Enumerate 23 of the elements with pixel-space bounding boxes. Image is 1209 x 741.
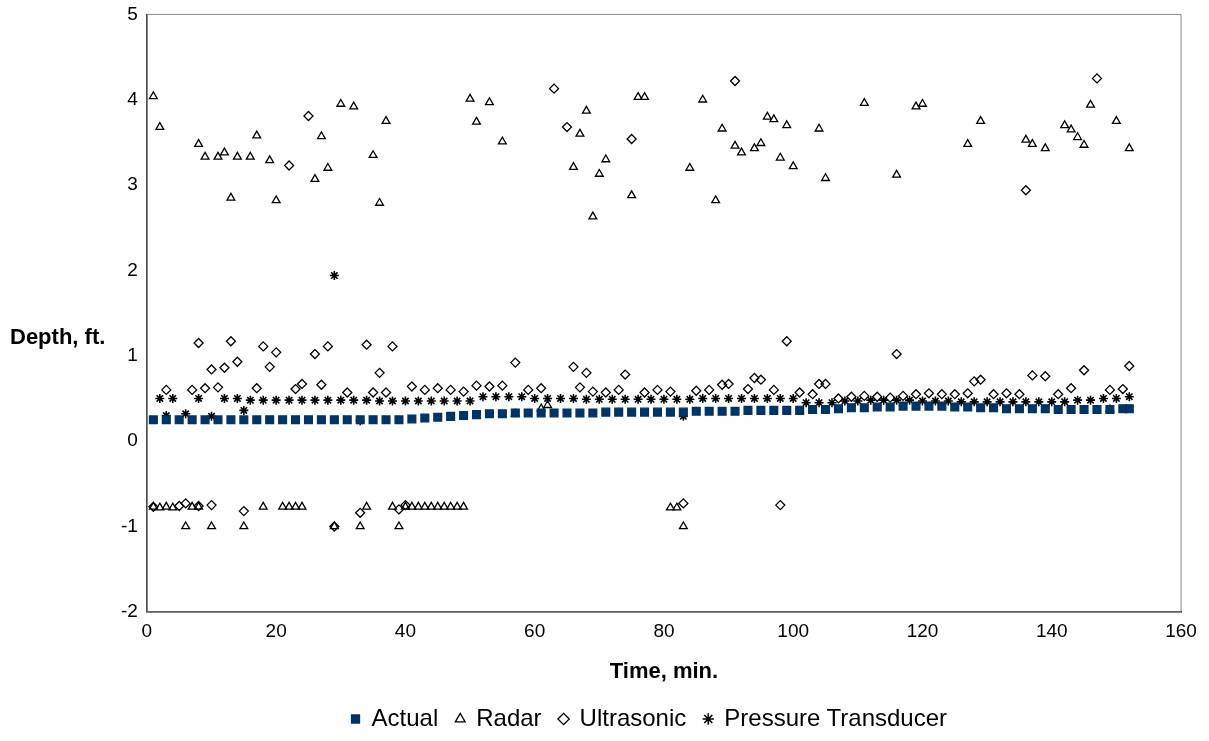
y-tick-label: 5 xyxy=(127,2,138,24)
legend-label: Pressure Transducer xyxy=(724,703,948,731)
y-tick-label: 2 xyxy=(127,258,138,280)
y-tick-label: -2 xyxy=(120,600,138,622)
x-tick-label: 100 xyxy=(777,620,810,642)
x-tick-label: 80 xyxy=(653,620,675,642)
x-tick-label: 40 xyxy=(394,620,416,642)
y-axis-title: Depth, ft. xyxy=(10,324,106,350)
legend-label: Ultrasonic xyxy=(579,703,687,731)
legend-label: Actual xyxy=(371,703,439,731)
x-axis-title: Time, min. xyxy=(609,657,719,683)
y-tick-label: 1 xyxy=(127,344,138,366)
x-tick-label: 120 xyxy=(906,620,939,642)
x-tick-label: 160 xyxy=(1165,620,1197,642)
y-tick-label: -1 xyxy=(120,514,138,536)
x-tick-label: 60 xyxy=(524,620,546,642)
y-tick-label: 3 xyxy=(127,173,138,195)
legend-label: Radar xyxy=(476,703,542,731)
x-tick-label: 140 xyxy=(1035,620,1068,642)
x-tick-label: 0 xyxy=(141,620,153,642)
x-tick-label: 20 xyxy=(265,620,287,642)
y-tick-label: 4 xyxy=(127,87,139,109)
y-tick-label: 0 xyxy=(127,429,138,451)
